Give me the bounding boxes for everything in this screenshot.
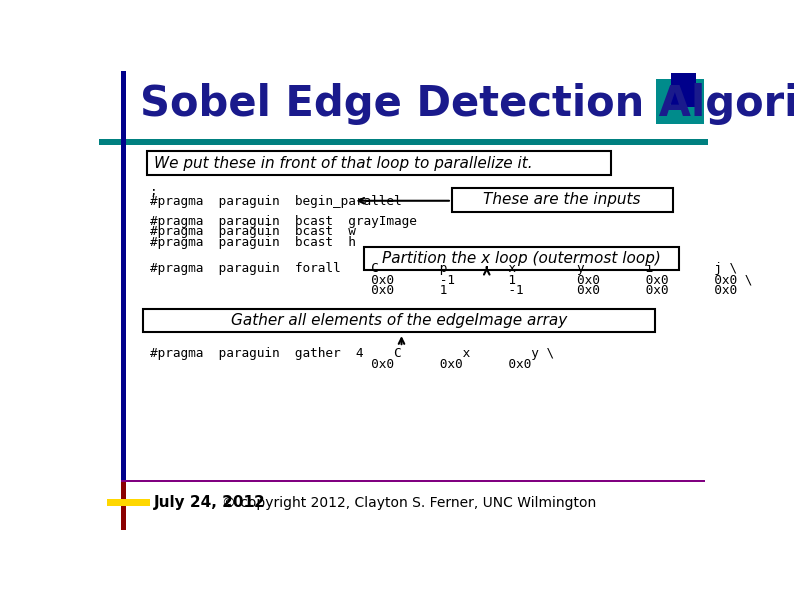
Text: 0x0      -1       1        0x0      0x0      0x0 \: 0x0 -1 1 0x0 0x0 0x0 \	[149, 273, 752, 286]
Bar	[99, 139, 707, 145]
Text: Sobel Edge Detection Algorithm: Sobel Edge Detection Algorithm	[140, 83, 794, 125]
Bar	[121, 71, 125, 483]
Text: #pragma  paraguin  begin_parallel: #pragma paraguin begin_parallel	[149, 195, 401, 208]
Bar	[452, 189, 673, 212]
Text: 0x0      1        -1       0x0      0x0      0x0: 0x0 1 -1 0x0 0x0 0x0	[149, 284, 737, 297]
Text: #pragma  paraguin  forall    C        p        x        y        i        j \: #pragma paraguin forall C p x y i j \	[149, 262, 737, 275]
Text: #pragma  paraguin  bcast  h: #pragma paraguin bcast h	[149, 236, 356, 249]
Bar	[364, 247, 679, 270]
Bar	[121, 482, 125, 530]
Text: These are the inputs: These are the inputs	[484, 193, 641, 208]
Bar	[148, 151, 611, 176]
Text: #pragma  paraguin  gather  4    C        x        y \: #pragma paraguin gather 4 C x y \	[149, 347, 553, 360]
Bar	[656, 79, 703, 124]
Text: July 24, 2012: July 24, 2012	[153, 495, 265, 510]
Text: ;: ;	[149, 186, 157, 198]
Text: #pragma  paraguin  bcast  grayImage: #pragma paraguin bcast grayImage	[149, 215, 417, 228]
Text: 0x0      0x0      0x0: 0x0 0x0 0x0	[149, 358, 531, 371]
Text: #pragma  paraguin  bcast  w: #pragma paraguin bcast w	[149, 226, 356, 239]
Bar	[107, 499, 149, 506]
Bar	[121, 480, 705, 482]
Bar	[671, 73, 696, 107]
Text: Partition the x loop (outermost loop): Partition the x loop (outermost loop)	[382, 251, 661, 266]
Text: We put these in front of that loop to parallelize it.: We put these in front of that loop to pa…	[153, 155, 532, 171]
Bar	[144, 309, 655, 331]
Text: © copyright 2012, Clayton S. Ferner, UNC Wilmington: © copyright 2012, Clayton S. Ferner, UNC…	[222, 496, 596, 509]
Text: Gather all elements of the edgeImage array: Gather all elements of the edgeImage arr…	[231, 312, 567, 328]
